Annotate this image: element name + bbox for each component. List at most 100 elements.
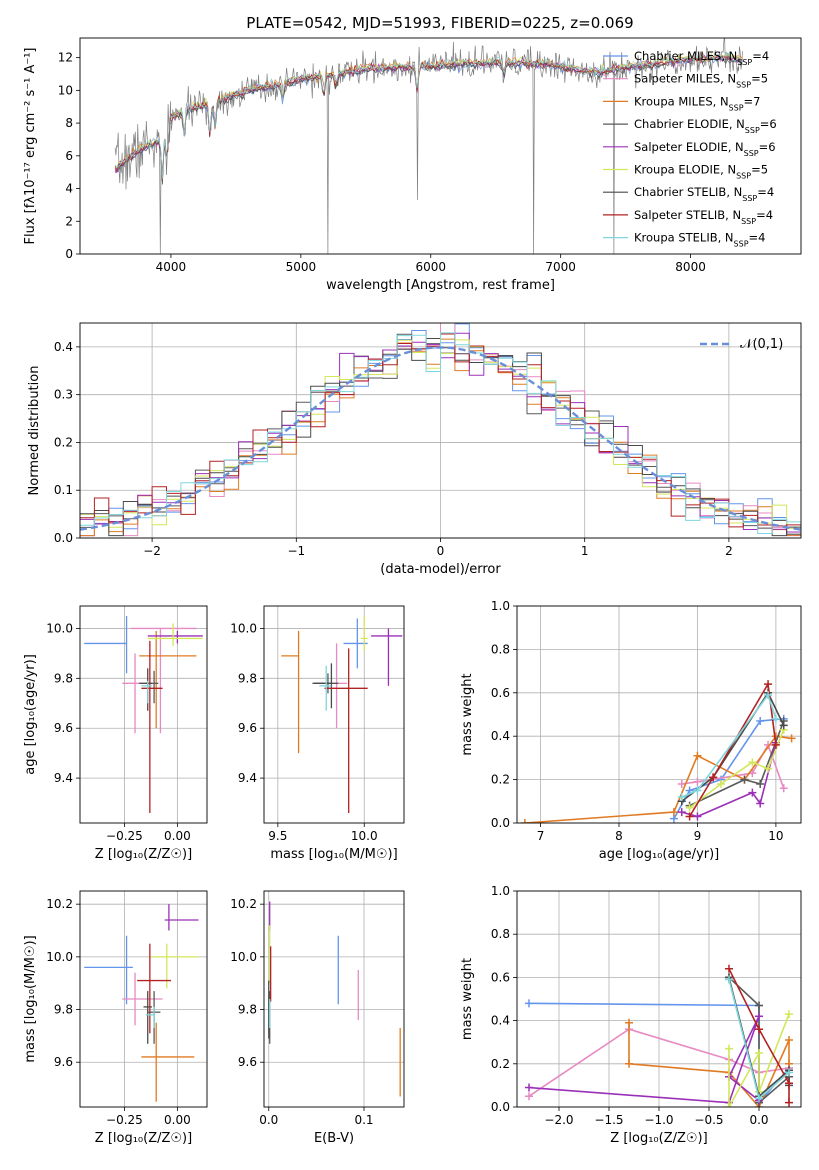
- mass-weight-marker: [779, 784, 788, 793]
- mass-weight-marker: [740, 775, 749, 784]
- legend-count: =4: [752, 49, 769, 63]
- y-tick-label: 9.6: [238, 721, 257, 735]
- y-tick-label: 9.8: [54, 1003, 73, 1017]
- mass-weight-marker: [756, 799, 765, 808]
- mass-weight-marker: [677, 779, 686, 788]
- error-bar-point: [84, 615, 128, 674]
- y-tick-label: 10.2: [46, 897, 73, 911]
- legend-count: =4: [749, 231, 766, 245]
- legend-entry: Kroupa STELIB, NSSP=4: [634, 231, 765, 249]
- error-bar-point: [360, 615, 368, 651]
- y-tick-label: 10.0: [46, 621, 73, 635]
- mass-weight-marker: [785, 1068, 793, 1077]
- error-bar-point: [139, 630, 197, 729]
- error-bar-point: [147, 630, 203, 644]
- legend-subscript: SSP: [745, 126, 760, 135]
- x-tick-label: 5000: [286, 260, 317, 274]
- x-tick-label: 0.1: [354, 1113, 373, 1127]
- gridlines: [264, 606, 404, 823]
- mass-weight-marker: [748, 758, 757, 767]
- y-tick-label: 10.2: [230, 897, 257, 911]
- error-bar-point: [324, 648, 368, 814]
- normal-reference-curve: [80, 346, 801, 531]
- y-tick-label: 2: [65, 214, 73, 228]
- error-bar-point: [147, 623, 203, 646]
- y-tick-label: 6: [65, 149, 73, 163]
- y-axis-label: mass [log₁₀(M/M☉)]: [23, 935, 38, 1062]
- legend-entry: Kroupa MILES, NSSP=7: [634, 94, 760, 112]
- spectrum-panel: 4000 5000 6000 7000 8000 0 2 4 6 8 10 12 wavelength …: [23, 37, 802, 293]
- x-tick-label: 0.0: [749, 1113, 768, 1127]
- mass-weight-marker: [785, 1036, 793, 1045]
- mass-weight-marker: [755, 1025, 763, 1034]
- error-bar-point: [371, 628, 403, 686]
- y-tick-label: 9.4: [54, 771, 73, 785]
- gridlines: [517, 605, 801, 824]
- mass-weight-line: [681, 693, 777, 798]
- error-bar-point: [319, 665, 332, 711]
- axes-frame: [516, 605, 802, 824]
- axes-frame: [263, 890, 405, 1108]
- y-tick-label: 0.3: [54, 388, 73, 402]
- x-tick-label: 0: [437, 544, 445, 558]
- legend-subscript: SSP: [736, 80, 751, 89]
- plot-area: [84, 615, 203, 814]
- y-tick-label: 10.0: [46, 950, 73, 964]
- plot-area: [520, 680, 796, 823]
- x-axis-label: Z [log₁₀(Z/Z☉)]: [610, 1131, 707, 1146]
- error-bar-point: [141, 1022, 195, 1102]
- x-tick-label: −0.5: [694, 1113, 723, 1127]
- error-bar-point: [137, 943, 172, 1034]
- x-tick-label: 0.0: [259, 1113, 278, 1127]
- y-tick-label: 0.6: [491, 970, 510, 984]
- y-axis-label: Flux [fλ10⁻¹⁷ erg cm⁻² s⁻¹ A⁻¹]: [23, 48, 38, 245]
- x-tick-label: 8000: [675, 260, 706, 274]
- error-bar-point: [333, 643, 347, 729]
- mass-weight-marker: [771, 714, 780, 723]
- y-tick-label: 9.6: [238, 1055, 257, 1069]
- residual-histogram-step: [80, 332, 801, 534]
- x-tick-label: −0.25: [106, 1113, 143, 1127]
- mass-weight-marker: [716, 779, 725, 788]
- plot-area: [525, 964, 793, 1107]
- model-spectrum-line: [114, 51, 743, 179]
- legend-entry: Chabrier MILES, NSSP=4: [634, 49, 769, 67]
- mass-weight-marker: [693, 751, 702, 760]
- y-tick-label: 0.0: [491, 816, 510, 830]
- axes: 7 8 9 10 0.0 0.2 0.4 0.6 0.8 1.0 age [log₁₀(age/yr…: [460, 599, 802, 862]
- y-tick-label: 0.2: [491, 773, 510, 787]
- mass-weight-marker: [764, 764, 773, 773]
- y-tick-label: 9.6: [54, 721, 73, 735]
- legend-count: =4: [757, 185, 774, 199]
- error-bar-point: [149, 943, 199, 989]
- y-tick-label: 1.0: [491, 599, 510, 613]
- axes-frame: [79, 37, 802, 255]
- y-tick-label: 10: [58, 83, 73, 97]
- x-tick-label: 0.00: [164, 1113, 191, 1127]
- axes: −0.25 0.00 9.6 9.8 10.0 10.2 Z [log₁₀(Z/Z☉)] ma…: [23, 890, 208, 1146]
- x-tick-label: 10: [768, 829, 783, 843]
- x-axis-label: mass [log₁₀(M/M☉)]: [270, 847, 397, 862]
- legend-entry: Chabrier ELODIE, NSSP=6: [634, 117, 777, 135]
- age-vs-mass-panel: 9.5 10.0 9.4 9.6 9.8 10.0 mass [log₁₀(M/M☉)]: [230, 605, 405, 862]
- y-tick-label: 0.2: [54, 435, 73, 449]
- axes: −0.25 0.00 9.4 9.6 9.8 10.0 Z [log₁₀(Z/Z☉)] age…: [23, 605, 208, 862]
- legend-entry: 𝒩(0,1): [740, 337, 783, 352]
- mass-weight-marker: [725, 975, 733, 984]
- mass-weight-marker: [771, 740, 780, 749]
- legend-subscript: SSP: [741, 216, 756, 225]
- x-tick-label: −2: [143, 544, 161, 558]
- gridlines: [264, 891, 404, 1107]
- mass-weight-line: [528, 1015, 760, 1104]
- axes-frame: [263, 605, 405, 824]
- error-bar-point: [122, 653, 146, 734]
- legend-entry: Salpeter MILES, NSSP=5: [634, 72, 768, 90]
- x-tick-label: 2: [725, 544, 733, 558]
- axes: 4000 5000 6000 7000 8000 0 2 4 6 8 10 12 wavelength …: [23, 37, 802, 293]
- legend-entry: Salpeter ELODIE, NSSP=6: [634, 140, 776, 158]
- residual-legend: 𝒩(0,1): [700, 337, 783, 352]
- x-tick-label: 8: [615, 829, 623, 843]
- axes: 9.5 10.0 9.4 9.6 9.8 10.0 mass [log₁₀(M/M☉)]: [230, 605, 405, 862]
- y-tick-label: 10.0: [230, 621, 257, 635]
